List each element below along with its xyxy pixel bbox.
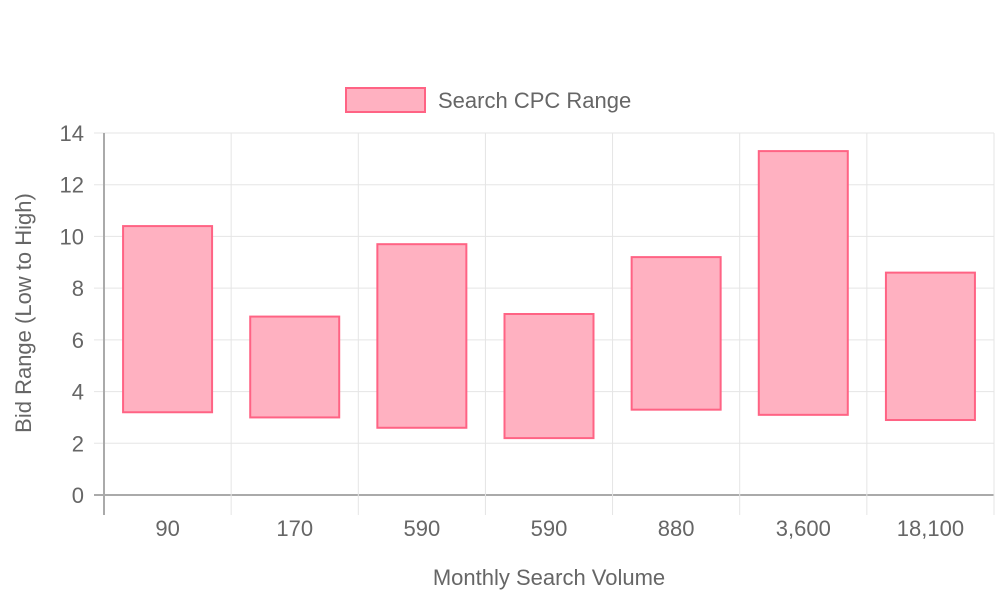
y-tick-label: 2 (72, 431, 84, 456)
x-tick-label: 880 (658, 516, 695, 541)
bars (122, 150, 976, 440)
bar (122, 225, 214, 414)
legend-swatch (345, 87, 426, 113)
y-axis-ticks: 0 2 4 6 8 10 12 14 (60, 121, 84, 508)
x-tick-label: 590 (403, 516, 440, 541)
x-tick-label: 90 (155, 516, 179, 541)
y-tick-label: 8 (72, 276, 84, 301)
y-axis-title: Bid Range (Low to High) (11, 193, 36, 433)
x-axis-title: Monthly Search Volume (433, 565, 665, 590)
x-tick-label: 3,600 (776, 516, 831, 541)
y-tick-label: 0 (72, 483, 84, 508)
x-tick-label: 590 (531, 516, 568, 541)
y-tick-label: 6 (72, 328, 84, 353)
y-tick-label: 4 (72, 380, 84, 405)
grid (94, 132, 995, 515)
legend[interactable]: Search CPC Range (345, 87, 631, 113)
x-tick-label: 170 (276, 516, 313, 541)
x-tick-label: 18,100 (897, 516, 964, 541)
bar (884, 271, 976, 422)
bar (503, 313, 595, 440)
bar (249, 315, 341, 419)
bar (376, 243, 468, 429)
x-axis-ticks: 90 170 590 590 880 3,600 18,100 (155, 516, 964, 541)
y-tick-label: 10 (60, 224, 84, 249)
bar (757, 150, 849, 416)
y-tick-label: 14 (60, 121, 84, 146)
legend-label: Search CPC Range (438, 88, 631, 113)
y-tick-label: 12 (60, 173, 84, 198)
bar (630, 256, 722, 411)
